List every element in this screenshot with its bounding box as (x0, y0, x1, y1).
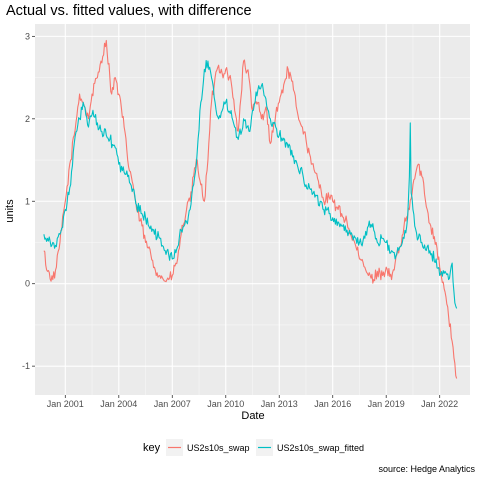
y-tick-label: 1 (25, 196, 30, 206)
major-gridlines (35, 24, 470, 395)
x-tick-label: Jan 2016 (314, 399, 351, 409)
x-tick-label: Jan 2001 (47, 399, 84, 409)
x-tick-label: Jan 2007 (154, 399, 191, 409)
legend-title: key (143, 442, 161, 454)
y-tick-label: 2 (25, 114, 30, 124)
x-tick-label: Jan 2019 (368, 399, 405, 409)
legend-label: US2s10s_swap (187, 443, 250, 453)
series-line-US2s10s_swap_fitted (43, 59, 458, 309)
legend-label: US2s10s_swap_fitted (277, 443, 364, 453)
caption: source: Hedge Analytics (378, 464, 475, 474)
chart-title: Actual vs. fitted values, with differenc… (6, 3, 252, 19)
x-tick-label: Jan 2010 (207, 399, 244, 409)
x-tick-label: Jan 2013 (261, 399, 298, 409)
x-tick-labels: Jan 2001 Jan 2004 Jan 2007 Jan 2010 Jan 2013… (47, 399, 458, 409)
y-tick-label: 3 (25, 31, 30, 41)
axis-ticks (32, 35, 441, 398)
x-tick-label: Jan 2004 (100, 399, 137, 409)
minor-gridlines (35, 24, 470, 395)
series-layer (43, 39, 458, 379)
legend: key US2s10s_swap US2s10s_swap_fitted (143, 439, 364, 456)
y-tick-labels: -1 0 1 2 3 (22, 31, 30, 371)
y-tick-label: -1 (22, 361, 30, 371)
y-axis-title: units (4, 199, 16, 223)
x-axis-title: Date (241, 410, 264, 422)
x-tick-label: Jan 2022 (421, 399, 458, 409)
y-tick-label: 0 (25, 279, 30, 289)
series-line-US2s10s_swap (43, 39, 458, 379)
